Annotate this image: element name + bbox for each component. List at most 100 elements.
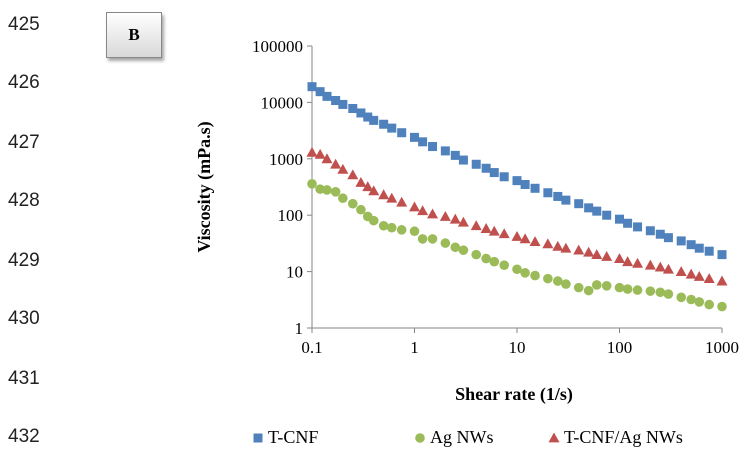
data-point: [386, 192, 398, 203]
data-point: [458, 155, 468, 165]
data-point: [645, 226, 655, 236]
x-axis-title: Shear rate (1/s): [455, 384, 573, 405]
data-point: [519, 233, 531, 244]
data-point: [355, 177, 367, 187]
data-point: [362, 181, 374, 192]
data-point: [337, 163, 349, 174]
data-point: [573, 282, 584, 293]
data-point: [601, 281, 612, 291]
data-point: [632, 257, 644, 268]
data-point: [356, 108, 366, 118]
data-point: [552, 276, 563, 286]
data-point: [427, 234, 438, 244]
data-point: [427, 208, 439, 219]
data-point: [378, 189, 390, 200]
data-point: [686, 294, 696, 305]
line-number: 428: [8, 190, 40, 211]
data-point: [591, 280, 602, 290]
x-tick-label: 10: [509, 338, 526, 357]
data-point: [481, 253, 491, 264]
data-point: [717, 250, 727, 260]
data-point: [693, 270, 705, 281]
data-point: [347, 198, 358, 209]
data-point: [663, 289, 674, 299]
data-point: [457, 216, 469, 227]
data-point: [592, 206, 602, 216]
data-point: [512, 264, 522, 275]
data-point: [662, 263, 674, 274]
data-point: [561, 279, 571, 289]
data-point: [520, 268, 530, 278]
data-point: [520, 180, 530, 190]
data-point: [530, 270, 540, 281]
data-point: [573, 244, 585, 255]
legend-label: Ag NWs: [430, 427, 494, 447]
data-point: [676, 236, 686, 246]
data-point: [511, 230, 523, 241]
data-point: [368, 215, 379, 226]
data-point: [470, 220, 482, 231]
series-ag-nws: [307, 179, 727, 312]
data-point: [529, 236, 541, 247]
data-point: [615, 214, 624, 224]
data-point: [675, 266, 687, 276]
data-point: [428, 142, 438, 152]
data-point: [439, 210, 451, 221]
y-tick-label: 1000: [269, 150, 303, 169]
data-point: [458, 245, 469, 255]
data-point: [655, 229, 665, 239]
data-point: [440, 146, 450, 156]
line-number: 427: [8, 132, 40, 153]
data-point: [583, 246, 595, 257]
line-number: 431: [8, 368, 40, 389]
data-point: [386, 222, 397, 233]
data-point: [338, 193, 348, 204]
data-point: [584, 203, 594, 213]
data-point: [440, 238, 451, 248]
data-point: [601, 251, 613, 261]
data-point: [410, 132, 419, 142]
x-tick-label: 100: [607, 338, 633, 357]
data-point: [417, 234, 428, 244]
data-point: [644, 259, 656, 270]
data-point: [396, 196, 408, 207]
data-point: [561, 195, 571, 205]
data-point: [704, 246, 714, 256]
data-point: [632, 285, 643, 295]
line-number: 426: [8, 72, 40, 93]
legend-label: T-CNF/Ag NWs: [564, 427, 683, 447]
data-point: [307, 179, 317, 189]
data-point: [321, 153, 333, 164]
data-point: [330, 158, 342, 169]
legend-marker: [415, 433, 425, 443]
data-point: [450, 150, 460, 160]
data-point: [685, 268, 697, 279]
y-axis-title: Viscosity (mPa.s): [194, 121, 215, 252]
y-tick-label: 100: [278, 206, 304, 225]
data-point: [387, 123, 397, 133]
data-point: [330, 186, 341, 197]
data-point: [322, 185, 332, 195]
data-point: [703, 273, 715, 284]
data-point: [397, 128, 407, 138]
data-point: [481, 163, 491, 173]
data-point: [306, 146, 318, 157]
data-point: [655, 287, 666, 298]
data-point: [542, 238, 554, 249]
data-point: [480, 223, 492, 233]
data-point: [409, 201, 420, 212]
data-point: [489, 256, 500, 267]
data-point: [307, 82, 317, 92]
data-point: [322, 91, 332, 101]
data-point: [686, 240, 696, 250]
data-point: [315, 87, 325, 97]
data-point: [633, 222, 643, 232]
line-number: 430: [8, 308, 40, 329]
legend-marker: [253, 433, 263, 443]
data-point: [379, 119, 389, 129]
x-tick-label: 1: [410, 338, 419, 357]
data-point: [489, 168, 499, 178]
data-point: [418, 137, 428, 147]
data-point: [543, 188, 553, 198]
